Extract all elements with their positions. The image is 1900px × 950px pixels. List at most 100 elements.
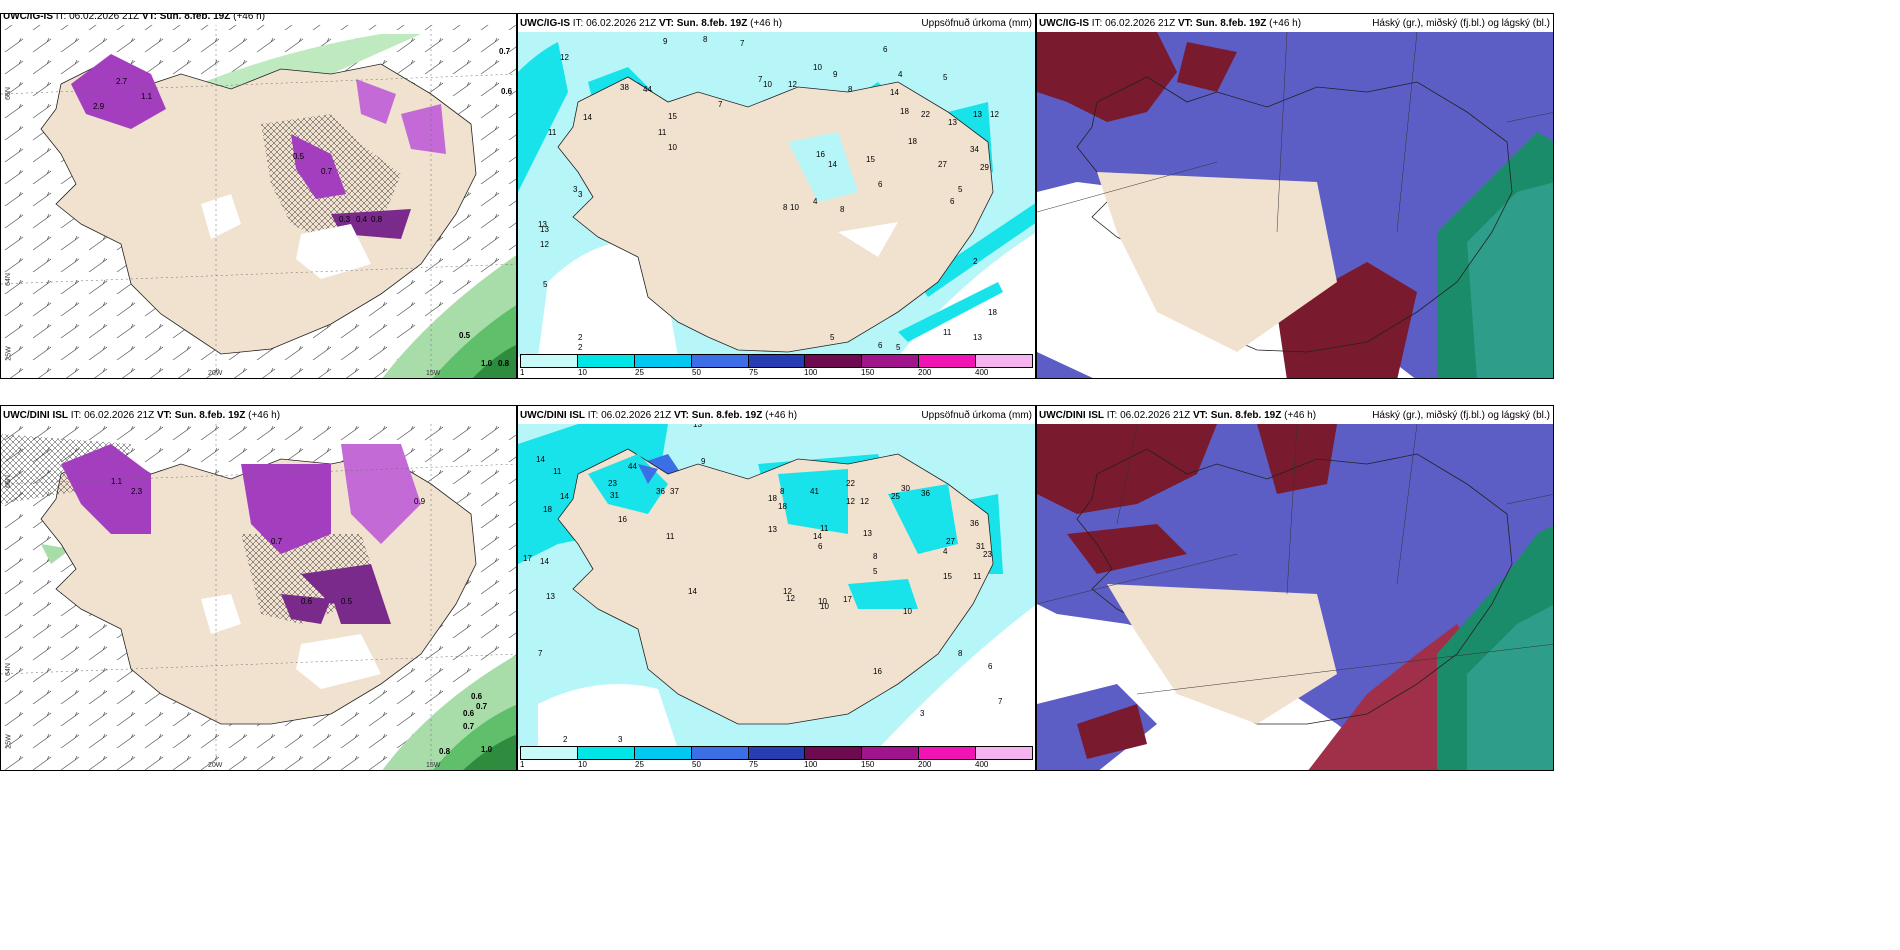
colorbar-label: 200 [918,368,932,377]
value-label: 2 [578,333,583,342]
value-label: 36 [970,519,979,528]
value-label: 8 [703,35,708,44]
colorbar-label: 400 [975,368,989,377]
value-label: 0.5 [341,597,353,606]
value-label: 14 [540,557,549,566]
panel-bottom-right: UWC/DINI ISL IT: 06.02.2026 21Z VT: Sun.… [1036,405,1554,771]
value-label: 7 [538,649,543,658]
value-label: 27 [946,537,955,546]
value-label: 0.7 [476,702,488,711]
value-label: 13 [948,118,957,127]
value-label: 14 [560,492,569,501]
value-label: 5 [958,185,963,194]
value-label: 13 [973,110,982,119]
valid-time: VT: Sun. 8.feb. 19Z [658,18,748,29]
value-label: 0.6 [301,597,313,606]
value-label: 9 [833,70,838,79]
colorbar-swatch [862,747,920,759]
value-label: 10 [818,597,827,606]
colorbar-label: 10 [578,760,587,769]
colorbar-label: 75 [749,368,758,377]
value-label: 13 [538,220,547,229]
colorbar-swatch [805,747,863,759]
value-label: 9 [663,37,668,46]
value-label: 14 [688,587,697,596]
value-label: 10 [763,80,772,89]
colorbar [520,354,1033,368]
field-name: Uppsöfnuð úrkoma (mm) [921,410,1032,421]
value-label: 12 [990,110,999,119]
init-time: IT: 06.02.2026 21Z [572,18,657,29]
value-label: 18 [988,308,997,317]
value-label: 12 [860,497,869,506]
panel-top-right: UWC/IG-IS IT: 06.02.2026 21Z VT: Sun. 8.… [1036,13,1554,379]
value-label: 13 [693,424,702,429]
value-label: 12 [783,587,792,596]
colorbar-swatch [634,747,692,759]
cloud-map [1037,32,1553,378]
value-label: 13 [863,529,872,538]
value-label: 10 [903,607,912,616]
precip-type-map: 0.6 0.7 0.6 0.7 0.8 1.0 0.9 0.7 0.6 0.5 … [1,424,516,770]
value-label: 3 [578,190,583,199]
value-label: 2.9 [93,102,105,111]
value-label: 2.7 [116,77,128,86]
value-label: 10 [668,143,677,152]
colorbar-label: 75 [749,760,758,769]
valid-time: VT: Sun. 8.feb. 19Z [673,410,763,421]
lon-label: 15W [426,762,441,769]
colorbar-swatch [748,747,806,759]
colorbar-label: 50 [692,368,701,377]
value-label: 5 [873,567,878,576]
init-time: IT: 06.02.2026 21Z [1091,18,1176,29]
value-label: 6 [818,542,823,551]
field-name: Háský (gr.), miðský (fj.bl.) og lágský (… [1372,18,1550,29]
precip-type-map: 0.7 0.6 0.5 1.0 0.8 2.9 1.1 2.7 0.3 0.8 … [1,14,516,378]
value-label: 4 [898,70,903,79]
colorbar-swatch [577,355,635,367]
lead-time: (+46 h) [1284,410,1317,421]
value-label: 38 [620,83,629,92]
value-label: 17 [523,554,532,563]
init-time: IT: 06.02.2026 21Z [1106,410,1191,421]
value-label: 12 [788,80,797,89]
value-label: 14 [890,88,899,97]
value-label: 18 [908,137,917,146]
colorbar-swatch [919,747,977,759]
lead-time: (+46 h) [750,18,783,29]
value-label: 15 [943,572,952,581]
model-name: UWC/IG-IS [1039,18,1089,29]
value-label: 17 [843,595,852,604]
panel-title: UWC/DINI ISL IT: 06.02.2026 21Z VT: Sun.… [1037,408,1553,424]
value-label: 30 [901,484,910,493]
value-label: 13 [768,525,777,534]
value-label: 36 [921,489,930,498]
colorbar-label: 1 [520,760,525,769]
value-label: 6 [883,45,888,54]
value-label: 6 [878,341,883,350]
colorbar-swatch [805,355,863,367]
value-label: 12 [786,594,795,603]
colorbar-swatch [919,355,977,367]
lat-label: 25W [5,734,13,749]
colorbar-swatch [521,355,578,367]
value-label: 16 [816,150,825,159]
lead-time: (+46 h) [765,410,798,421]
value-label: 11 [820,524,829,533]
value-label: 13 [973,333,982,342]
value-label: 7 [740,39,745,48]
value-label: 15 [668,112,677,121]
value-label: 23 [608,479,617,488]
value-label: 36 [656,487,665,496]
value-label: 1.1 [111,477,123,486]
panel-title: UWC/DINI ISL IT: 06.02.2026 21Z VT: Sun.… [1,408,516,424]
colorbar-label: 150 [861,760,875,769]
field-name: Háský (gr.), miðský (fj.bl.) og lágský (… [1372,410,1550,421]
value-label: 12 [846,497,855,506]
value-label: 0.7 [321,167,333,176]
lat-label: 64N [4,273,12,286]
value-label: 41 [810,487,819,496]
valid-time: VT: Sun. 8.feb. 19Z [141,13,231,22]
value-label: 27 [938,160,947,169]
value-label: 4 [813,197,818,206]
